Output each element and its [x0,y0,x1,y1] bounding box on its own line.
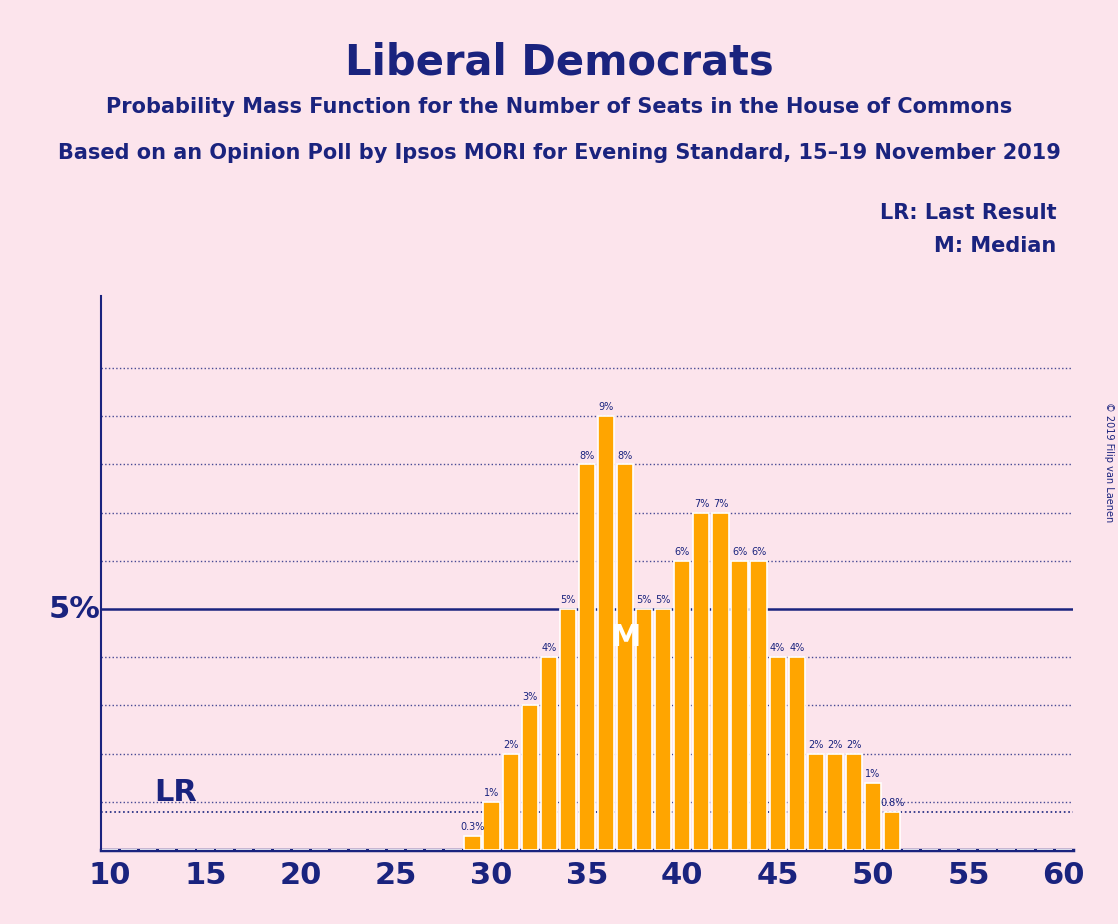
Text: 2%: 2% [827,740,843,749]
Bar [560,609,576,850]
Bar [865,783,881,850]
Text: 8%: 8% [617,451,633,460]
Text: Probability Mass Function for the Number of Seats in the House of Commons: Probability Mass Function for the Number… [106,97,1012,117]
Text: © 2019 Filip van Laenen: © 2019 Filip van Laenen [1105,402,1114,522]
Bar [636,609,652,850]
Text: LR: Last Result: LR: Last Result [880,203,1057,224]
Bar [807,754,824,850]
Text: Based on an Opinion Poll by Ipsos MORI for Evening Standard, 15–19 November 2019: Based on an Opinion Poll by Ipsos MORI f… [57,143,1061,164]
Text: 2%: 2% [503,740,519,749]
Text: 0.8%: 0.8% [880,797,904,808]
Bar [674,561,691,850]
Bar [655,609,671,850]
Bar [503,754,519,850]
Text: 9%: 9% [598,402,614,412]
Bar [846,754,862,850]
Text: 7%: 7% [693,499,709,509]
Text: 5%: 5% [49,594,101,624]
Text: 8%: 8% [579,451,595,460]
Text: 4%: 4% [789,643,804,653]
Text: 6%: 6% [751,547,766,557]
Bar [598,416,614,850]
Bar [750,561,767,850]
Bar [769,657,786,850]
Text: 6%: 6% [674,547,690,557]
Text: Liberal Democrats: Liberal Democrats [344,42,774,83]
Text: LR: LR [154,778,197,807]
Text: 7%: 7% [713,499,728,509]
Bar [579,465,595,850]
Bar [788,657,805,850]
Text: 5%: 5% [560,595,576,605]
Text: M: M [610,624,641,652]
Text: 4%: 4% [770,643,785,653]
Text: 6%: 6% [732,547,747,557]
Text: M: Median: M: Median [935,236,1057,256]
Text: 1%: 1% [484,788,500,798]
Bar [731,561,748,850]
Text: 1%: 1% [865,769,881,779]
Text: 5%: 5% [636,595,652,605]
Text: 5%: 5% [655,595,671,605]
Bar [541,657,557,850]
Bar [464,835,481,850]
Bar [827,754,843,850]
Text: 0.3%: 0.3% [461,821,485,832]
Bar [693,513,710,850]
Text: 2%: 2% [808,740,824,749]
Bar [617,465,633,850]
Bar [483,802,500,850]
Text: 3%: 3% [522,691,538,701]
Bar [884,811,900,850]
Bar [712,513,729,850]
Text: 2%: 2% [846,740,862,749]
Bar [522,705,538,850]
Text: 4%: 4% [541,643,557,653]
